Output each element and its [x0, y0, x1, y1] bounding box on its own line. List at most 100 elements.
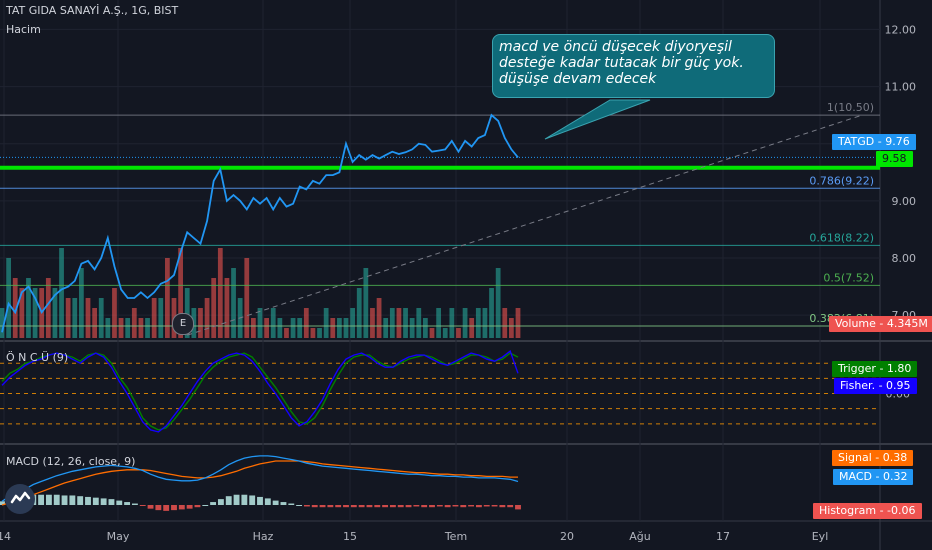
- histogram-bar: [296, 505, 303, 506]
- volume-bar: [92, 308, 97, 338]
- histogram-bar: [85, 496, 91, 505]
- signal-badge-label: Signal: [838, 451, 872, 464]
- volume-bar: [502, 308, 508, 338]
- histogram-bar: [53, 494, 60, 505]
- histogram-bar: [507, 505, 514, 508]
- fib-level-label: 0.618(8.22): [809, 231, 874, 244]
- y-tick-label: 11.00: [885, 81, 917, 94]
- volume-bar: [495, 268, 501, 338]
- histogram-bar: [171, 505, 177, 511]
- volume-bar: [244, 258, 250, 338]
- signal-badge-value: 0.38: [882, 451, 908, 464]
- histogram-bar: [92, 497, 99, 505]
- histogram-bar: [358, 505, 365, 508]
- histogram-bar: [350, 505, 357, 508]
- volume-bar: [350, 308, 355, 338]
- macd-badge-value: 0.32: [882, 470, 908, 483]
- fisher-value-badge: Fisher. - 0.95: [834, 378, 917, 394]
- volume-bar: [145, 318, 150, 338]
- volume-bar: [396, 308, 402, 338]
- macd-indicator-label[interactable]: MACD (12, 26, close, 9): [6, 455, 136, 468]
- volume-bar: [297, 318, 303, 338]
- volume-bar: [489, 288, 494, 338]
- y-tick-label: 8.00: [892, 252, 917, 265]
- histogram-bar: [202, 505, 209, 506]
- histogram-bar: [475, 505, 482, 508]
- fib-level-label: 0.5(7.52): [823, 271, 874, 284]
- volume-bar: [98, 298, 104, 338]
- volume-bar: [383, 318, 389, 338]
- fib-level-label: 0.786(9.22): [809, 174, 874, 187]
- volume-bar: [65, 298, 71, 338]
- histogram-bar: [468, 505, 475, 507]
- histogram-bar: [186, 505, 193, 509]
- x-tick-label: Haz: [253, 530, 274, 543]
- histogram-bar: [163, 505, 170, 511]
- histogram-bar: [147, 505, 154, 509]
- volume-bar: [429, 328, 435, 338]
- trendline: [187, 114, 863, 336]
- axis-ticks: 14MayHaz15Tem20Ağu17Eyl12.0011.0010.009.…: [0, 23, 916, 543]
- support-price-badge: 9.58: [876, 151, 913, 167]
- histogram-bar: [491, 505, 498, 507]
- volume-bar: [356, 288, 362, 338]
- volume-bar: [363, 268, 369, 338]
- volume-bar: [138, 318, 144, 338]
- histogram-bar: [389, 505, 396, 508]
- volume-bar: [323, 308, 329, 338]
- volume-bar: [449, 308, 455, 338]
- volume-bar: [151, 298, 157, 338]
- volume-bar: [211, 278, 217, 338]
- histogram-bar: [483, 505, 490, 507]
- histogram-bar: [366, 505, 373, 508]
- symbol-title: TAT GIDA SANAYİ A.Ş., 1G, BIST: [6, 4, 179, 17]
- volume-bar: [515, 308, 521, 338]
- volume-bar: [482, 308, 488, 338]
- histogram-bar: [100, 498, 107, 505]
- volume-indicator-label[interactable]: Hacim: [6, 23, 41, 36]
- volume-bar: [45, 278, 51, 338]
- x-tick-label: May: [107, 530, 130, 543]
- fisher-line: [1, 349, 519, 433]
- price-series: [1, 113, 519, 333]
- volume-bar: [456, 328, 461, 338]
- histogram-bar: [194, 505, 201, 508]
- trigger-value-badge: Trigger - 1.80: [832, 361, 918, 377]
- histogram-bar: [139, 505, 146, 506]
- volume-bar: [251, 318, 256, 338]
- volume-bar: [19, 288, 25, 338]
- volume-bar: [0, 308, 5, 338]
- x-tick-label: 15: [343, 530, 357, 543]
- macd-panel: [0, 455, 521, 511]
- fib-level-label: 1(10.50): [827, 101, 874, 114]
- volume-bar: [217, 248, 223, 338]
- annotation-callout[interactable]: macd ve öncü düşecek diyoryeşil desteğe …: [492, 34, 775, 98]
- volume-bar: [310, 328, 316, 338]
- volume-bar: [475, 308, 481, 338]
- histogram-bar: [335, 505, 342, 508]
- x-tick-label: 20: [560, 530, 574, 543]
- histogram-bar: [69, 495, 76, 505]
- volume-badge-value: 4.345M: [886, 317, 928, 330]
- histogram-bar: [515, 505, 521, 510]
- trigger-badge-label: Trigger: [838, 362, 876, 375]
- histogram-bar: [374, 505, 381, 508]
- volume-bar: [462, 308, 468, 338]
- tradingview-logo-icon[interactable]: [5, 484, 35, 514]
- annotation-line-1: macd ve öncü düşecek diyoryeşil: [499, 39, 732, 55]
- volume-bar: [270, 308, 276, 338]
- histogram-bar: [405, 505, 412, 508]
- volume-bar: [118, 318, 124, 338]
- volume-bar: [85, 298, 91, 338]
- histogram-bar: [61, 495, 68, 505]
- earnings-event-badge[interactable]: E: [172, 313, 194, 335]
- volume-badge-label: Volume: [835, 317, 876, 330]
- oncu-indicator-label[interactable]: Ö N C Ü (9): [6, 351, 69, 364]
- histogram-bar: [217, 499, 224, 505]
- volume-bar: [403, 308, 408, 338]
- macd-value-badge: MACD - 0.32: [833, 469, 914, 485]
- last-price-badge: TATGD - 9.76: [832, 134, 916, 150]
- histogram-bar: [413, 505, 420, 507]
